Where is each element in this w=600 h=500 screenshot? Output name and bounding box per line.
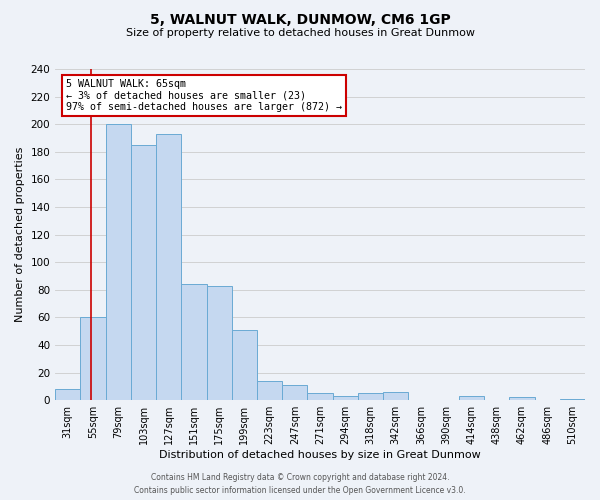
Bar (459, 396, 484, 400)
Bar (358, 394, 383, 400)
Y-axis label: Number of detached properties: Number of detached properties (15, 147, 25, 322)
Text: Size of property relative to detached houses in Great Dunmow: Size of property relative to detached ho… (125, 28, 475, 38)
Bar (509, 398, 535, 400)
Text: Contains HM Land Registry data © Crown copyright and database right 2024.
Contai: Contains HM Land Registry data © Crown c… (134, 474, 466, 495)
Text: 5, WALNUT WALK, DUNMOW, CM6 1GP: 5, WALNUT WALK, DUNMOW, CM6 1GP (149, 12, 451, 26)
Bar (560, 399, 585, 400)
Bar (181, 284, 206, 400)
Bar (55, 389, 80, 400)
X-axis label: Distribution of detached houses by size in Great Dunmow: Distribution of detached houses by size … (159, 450, 481, 460)
Bar (383, 392, 409, 400)
Bar (106, 124, 131, 400)
Bar (80, 318, 106, 400)
Bar (332, 396, 358, 400)
Bar (282, 385, 307, 400)
Bar (307, 394, 332, 400)
Bar (257, 381, 282, 400)
Bar (206, 286, 232, 400)
Text: 5 WALNUT WALK: 65sqm
← 3% of detached houses are smaller (23)
97% of semi-detach: 5 WALNUT WALK: 65sqm ← 3% of detached ho… (66, 79, 342, 112)
Bar (156, 134, 181, 400)
Bar (232, 330, 257, 400)
Bar (131, 145, 156, 400)
